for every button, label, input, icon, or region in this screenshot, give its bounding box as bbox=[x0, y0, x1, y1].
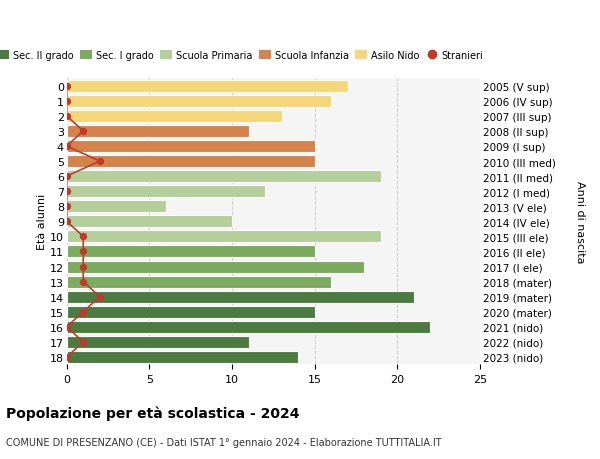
Bar bbox=[67, 140, 314, 153]
Legend: Sec. II grado, Sec. I grado, Scuola Primaria, Scuola Infanzia, Asilo Nido, Stran: Sec. II grado, Sec. I grado, Scuola Prim… bbox=[0, 47, 487, 64]
Point bbox=[79, 128, 88, 135]
Point bbox=[79, 263, 88, 271]
Point bbox=[62, 324, 71, 331]
Text: Popolazione per età scolastica - 2024: Popolazione per età scolastica - 2024 bbox=[6, 405, 299, 420]
Bar bbox=[67, 291, 414, 303]
Point bbox=[62, 173, 71, 180]
Point bbox=[62, 143, 71, 151]
Point bbox=[79, 278, 88, 285]
Bar bbox=[67, 321, 430, 333]
Point bbox=[79, 308, 88, 316]
Bar bbox=[67, 186, 265, 198]
Bar bbox=[67, 171, 381, 183]
Bar bbox=[67, 276, 331, 288]
Bar bbox=[67, 306, 314, 318]
Bar bbox=[67, 336, 248, 348]
Y-axis label: Anni di nascita: Anni di nascita bbox=[575, 181, 585, 263]
Point bbox=[62, 188, 71, 196]
Bar bbox=[67, 95, 331, 107]
Bar bbox=[67, 246, 314, 258]
Point bbox=[95, 158, 104, 165]
Point bbox=[79, 248, 88, 256]
Point bbox=[62, 353, 71, 361]
Point bbox=[79, 338, 88, 346]
Point bbox=[62, 98, 71, 105]
Bar bbox=[67, 231, 381, 243]
Bar bbox=[67, 201, 166, 213]
Bar bbox=[67, 126, 248, 138]
Bar bbox=[67, 80, 347, 93]
Bar bbox=[67, 351, 298, 363]
Point bbox=[62, 218, 71, 225]
Point bbox=[95, 293, 104, 301]
Point bbox=[62, 203, 71, 211]
Point bbox=[79, 233, 88, 241]
Y-axis label: Età alunni: Età alunni bbox=[37, 194, 47, 250]
Bar bbox=[67, 111, 281, 123]
Point bbox=[62, 113, 71, 120]
Bar bbox=[67, 261, 364, 273]
Point bbox=[62, 83, 71, 90]
Text: COMUNE DI PRESENZANO (CE) - Dati ISTAT 1° gennaio 2024 - Elaborazione TUTTITALIA: COMUNE DI PRESENZANO (CE) - Dati ISTAT 1… bbox=[6, 437, 442, 448]
Bar bbox=[67, 216, 232, 228]
Bar bbox=[67, 156, 314, 168]
